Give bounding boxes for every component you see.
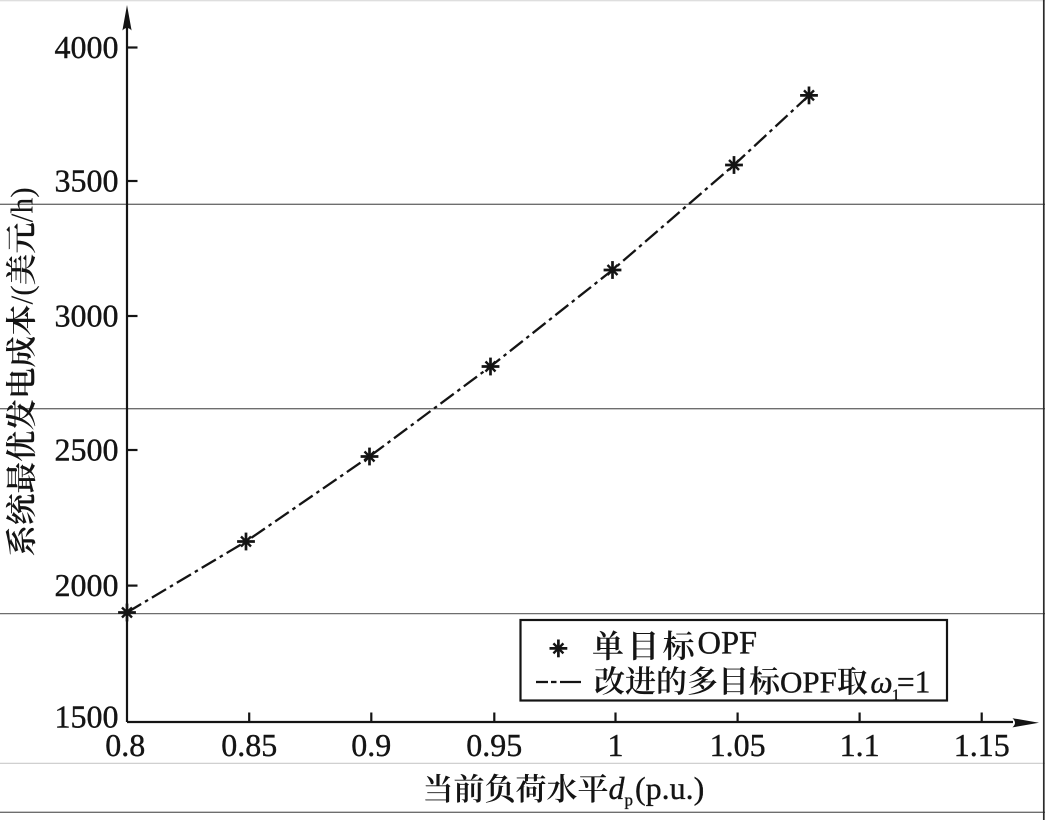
svg-text:3500: 3500 — [55, 162, 119, 198]
svg-text:1: 1 — [892, 687, 900, 704]
svg-text:0.85: 0.85 — [221, 727, 277, 763]
svg-text:d: d — [609, 770, 626, 806]
svg-text:1500: 1500 — [55, 698, 119, 734]
svg-text:2500: 2500 — [55, 431, 119, 467]
svg-text:3000: 3000 — [55, 297, 119, 333]
svg-text:2000: 2000 — [55, 567, 119, 603]
svg-text:1.1: 1.1 — [840, 727, 880, 763]
svg-text:OPF: OPF — [698, 626, 758, 662]
svg-text:1: 1 — [608, 727, 624, 763]
svg-text:(p.u.): (p.u.) — [635, 770, 704, 806]
svg-text:=1: =1 — [897, 664, 931, 699]
svg-text:ω: ω — [870, 664, 892, 699]
svg-text:0.9: 0.9 — [351, 727, 391, 763]
svg-text:1.15: 1.15 — [954, 727, 1010, 763]
svg-text:4000: 4000 — [55, 29, 119, 65]
svg-text:/(: /( — [5, 285, 40, 304]
svg-text:p: p — [625, 791, 634, 810]
svg-text:0.95: 0.95 — [466, 727, 522, 763]
svg-text:0.8: 0.8 — [105, 727, 145, 763]
svg-text:1.05: 1.05 — [710, 727, 766, 763]
svg-text:/h): /h) — [5, 187, 40, 222]
svg-text:OPF: OPF — [780, 664, 837, 699]
